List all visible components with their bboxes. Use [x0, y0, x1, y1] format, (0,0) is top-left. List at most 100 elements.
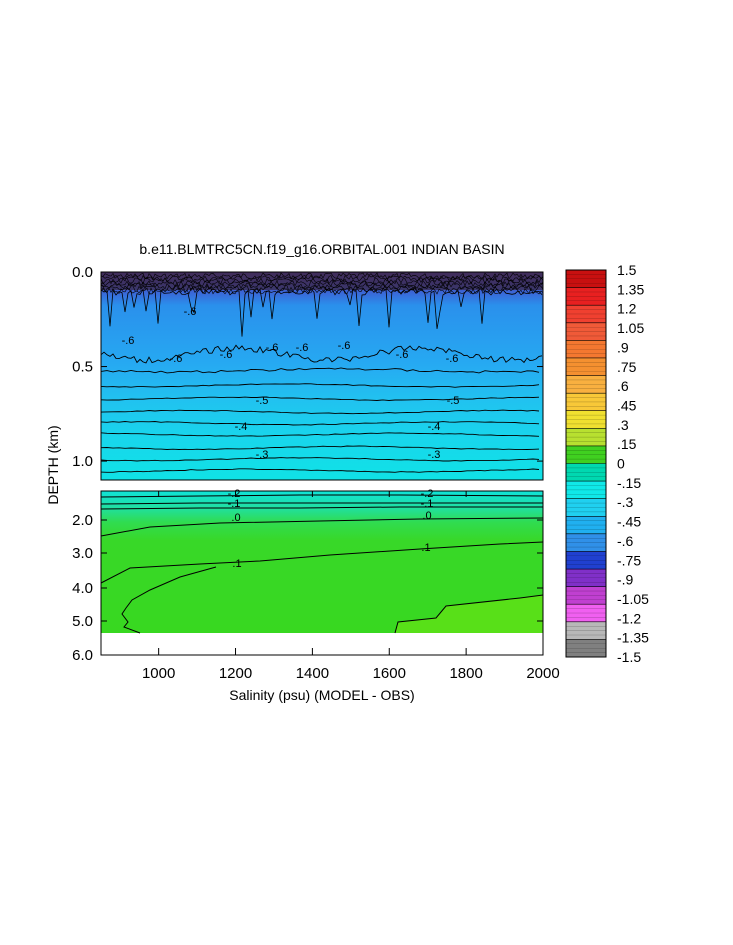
contour-line-lower [100, 541, 544, 584]
contour-label: -.6 [170, 353, 183, 365]
colorbar-label: 0 [617, 456, 625, 472]
contour-line-lower [100, 506, 543, 510]
colorbar-swatch [566, 516, 606, 535]
contour-line-deep-left [121, 566, 217, 634]
upper-y-ticks: 0.0 0.5 1.0 [72, 264, 543, 470]
contour-label: -.5 [447, 395, 460, 407]
colorbar-swatch [566, 287, 606, 306]
colorbar-swatch [566, 498, 606, 517]
colorbar-swatch [566, 481, 606, 500]
x-tick-label: 1600 [373, 665, 406, 682]
x-tick-label: 1200 [219, 665, 252, 682]
contour-label: -.1 [228, 498, 241, 510]
colorbar-swatch [566, 428, 606, 447]
chart-title: b.e11.BLMTRC5CN.f19_g16.ORBITAL.001 INDI… [139, 241, 504, 257]
colorbar-label: .75 [617, 359, 637, 375]
colorbar-label: .9 [617, 339, 629, 355]
upper-contour-labels: -.6 -.6 -.6 -.6 -.6 -.6 -.6 -.6 -.6 -.5 -.5 -.4 -.4 -… [122, 306, 460, 461]
colorbar-swatch [566, 639, 606, 658]
colorbar-swatch [566, 393, 606, 412]
colorbar-swatch [566, 604, 606, 623]
colorbar-label: 1.05 [617, 320, 644, 336]
colorbar-label: .15 [617, 436, 637, 452]
contour-line-surface [100, 279, 544, 288]
colorbar-label: -.15 [617, 475, 641, 491]
contour-line-upper [100, 468, 540, 473]
colorbar-label: -.75 [617, 552, 641, 568]
colorbar-swatch [566, 270, 606, 289]
contour-label: -.6 [446, 353, 459, 365]
colorbar-swatch [566, 340, 606, 359]
colorbar-swatch [566, 410, 606, 429]
y-tick-label: 6.0 [72, 647, 93, 664]
contour-line-surface [100, 287, 544, 295]
y-tick-label: 0.5 [72, 359, 93, 376]
contour-line-upper [100, 421, 540, 426]
contour-line-upper [100, 445, 540, 451]
y-axis-label: DEPTH (km) [45, 425, 61, 504]
colorbar-swatch [566, 305, 606, 324]
contour-line-surface [100, 284, 544, 293]
upper-contours [100, 272, 544, 473]
colorbar-swatch [566, 357, 606, 377]
colorbar-swatch [566, 322, 606, 341]
y-tick-label: 5.0 [72, 613, 93, 630]
colorbar-label: .3 [617, 417, 629, 433]
contour-label: -.3 [428, 449, 441, 461]
colorbar-swatch [566, 375, 606, 394]
colorbar-swatch [566, 569, 606, 588]
contour-label: -.4 [235, 421, 248, 433]
y-tick-label: 0.0 [72, 264, 93, 281]
contour-label: -.6 [338, 340, 351, 352]
colorbar-swatch [566, 551, 606, 570]
contour-label: -.6 [266, 342, 279, 354]
lower-panel: -.2 -.2-.1 -.1.0.0.1.1 2.03.04.05.06.0 100… [72, 488, 560, 682]
contour-line-surface [100, 274, 544, 282]
contour-line-upper [100, 367, 540, 374]
x-tick-label: 1400 [296, 665, 329, 682]
colorbar-swatch [566, 621, 606, 640]
contour-label: -.6 [122, 335, 135, 347]
colorbar-swatch [566, 586, 606, 605]
colorbar-swatch [566, 533, 606, 552]
contour-label: -.1 [421, 498, 434, 510]
contour-line-lower [100, 517, 544, 537]
x-axis-ticks: 1000 1200 1400 1600 1800 2000 [142, 491, 560, 682]
colorbar-label: 1.35 [617, 281, 644, 297]
x-tick-label: 1800 [449, 665, 482, 682]
contour-line-surface [100, 282, 544, 290]
upper-panel-field [101, 272, 543, 480]
y-tick-label: 2.0 [72, 512, 93, 529]
contour-label: .0 [231, 512, 240, 524]
lower-panel-frame [100, 490, 544, 656]
contour-line-deep-right [394, 594, 544, 634]
contour-label: .1 [421, 542, 430, 554]
contour-label: -.4 [428, 421, 441, 433]
contour-line-lower [100, 502, 543, 505]
upper-panel-frame [100, 271, 544, 481]
colorbar: 1.5 1.35 1.2 1.05 .9 .75 .6 .45 .3 .15 0 -.15 -.3 -.4… [565, 262, 649, 665]
x-tick-label: 1000 [142, 665, 175, 682]
x-axis-label: Salinity (psu) (MODEL - OBS) [229, 687, 414, 703]
colorbar-frame [565, 269, 607, 658]
colorbar-label: -.45 [617, 514, 641, 530]
contour-label: -.6 [296, 342, 309, 354]
contour-line-upper [100, 383, 540, 388]
colorbar-label: -1.35 [617, 630, 649, 646]
contour-label: .1 [232, 558, 241, 570]
contour-line-minus-0.6 [100, 344, 543, 364]
contour-line-upper [100, 396, 540, 401]
y-tick-label: 1.0 [72, 453, 93, 470]
y-tick-label: 3.0 [72, 545, 93, 562]
contour-label: -.6 [184, 306, 197, 318]
contour-line-upper [100, 457, 540, 462]
lower-y-ticks: 2.0 3.0 4.0 5.0 6.0 [72, 512, 543, 664]
colorbar-label: .6 [617, 378, 629, 394]
contour-line-spiky [100, 288, 543, 337]
bathymetry-mask [101, 633, 543, 655]
colorbar-label: -.6 [617, 533, 634, 549]
colorbar-label: -1.5 [617, 649, 641, 665]
lower-contours [100, 494, 544, 634]
colorbar-label: -1.05 [617, 591, 649, 607]
